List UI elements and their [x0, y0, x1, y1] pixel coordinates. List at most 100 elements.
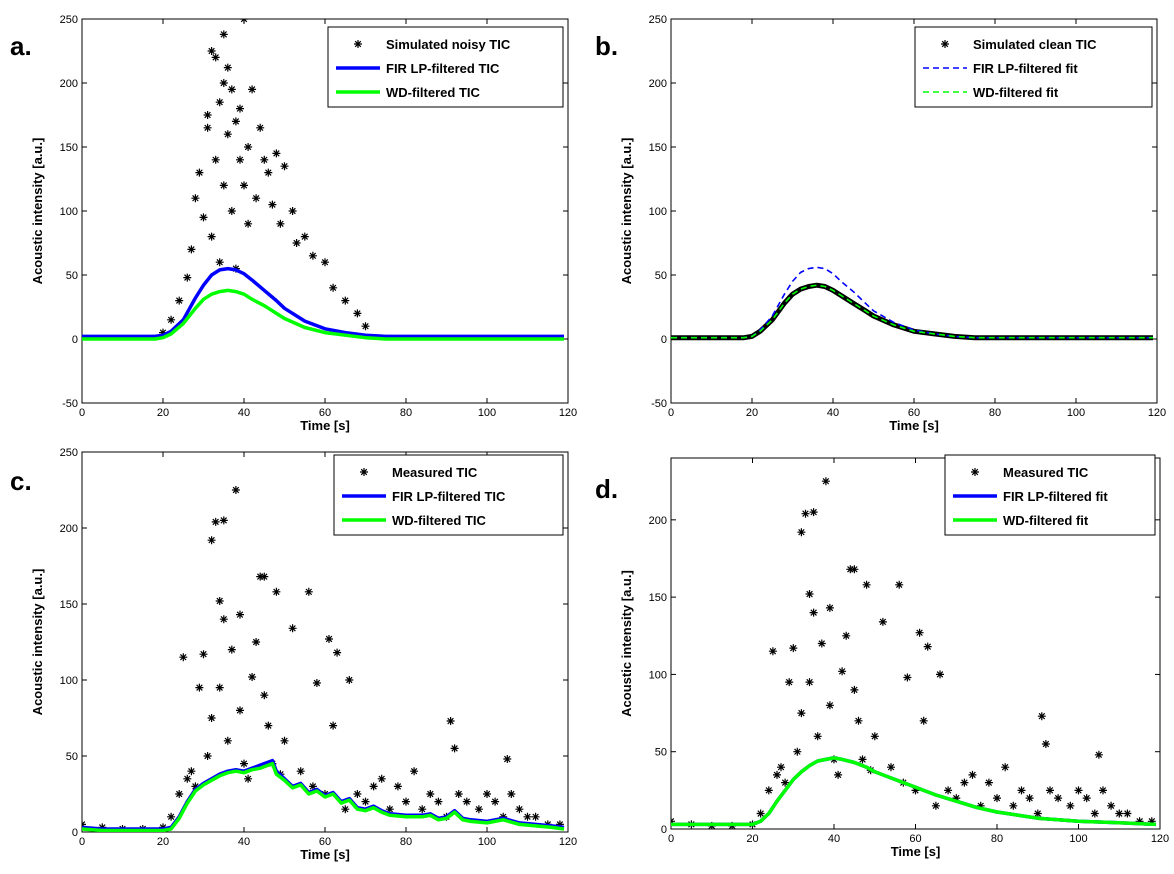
data-point [203, 111, 212, 119]
data-point [159, 328, 167, 337]
y-tick-label: 250 [649, 14, 667, 26]
data-point [215, 258, 224, 267]
data-point [523, 812, 532, 821]
data-point [462, 797, 471, 806]
data-point [199, 650, 208, 659]
legend-marker [971, 468, 979, 476]
data-point [1107, 801, 1116, 810]
x-tick-label: 0 [79, 407, 85, 419]
y-tick-label: -50 [62, 398, 78, 410]
x-tick-label: 20 [157, 836, 169, 848]
data-point [268, 200, 277, 209]
data-point [240, 181, 248, 190]
data-layer [671, 266, 1153, 341]
x-tick-label: 0 [79, 836, 85, 848]
data-point [215, 98, 224, 107]
data-point [976, 801, 985, 810]
data-point [919, 716, 928, 725]
data-point [385, 805, 394, 814]
y-tick-label: 200 [649, 515, 667, 527]
data-point [1147, 817, 1156, 826]
data-point [846, 565, 855, 574]
data-point [211, 155, 220, 164]
data-point [292, 239, 301, 247]
data-point [450, 744, 459, 753]
data-point [503, 755, 512, 763]
series-line [82, 761, 565, 832]
data-point [1041, 740, 1050, 748]
data-point [768, 647, 777, 656]
legend-label: WD-filtered TIC [392, 513, 486, 528]
x-tick-label: 20 [746, 407, 758, 419]
data-point [454, 790, 463, 798]
legend-label: WD-filtered fit [973, 85, 1059, 100]
data-point [187, 767, 196, 776]
data-point [191, 782, 200, 791]
data-point [211, 53, 220, 62]
x-tick-label: 40 [238, 836, 250, 848]
data-point [801, 509, 810, 518]
y-tick-label: 50 [66, 270, 78, 282]
series-line [671, 284, 1153, 339]
data-point [345, 676, 354, 684]
data-point [280, 736, 289, 745]
x-tick-label: 40 [828, 833, 840, 845]
y-tick-label: 150 [649, 592, 667, 604]
data-point [215, 683, 224, 692]
x-tick-label: 120 [1148, 407, 1166, 419]
data-point [434, 797, 443, 806]
data-point [555, 820, 564, 829]
data-point [219, 30, 228, 39]
data-point [236, 706, 244, 715]
x-tick-label: 80 [989, 407, 1001, 419]
panel-label: b. [595, 31, 618, 61]
y-tick-label: 100 [60, 675, 78, 687]
data-point [1054, 794, 1063, 803]
legend-label: FIR LP-filtered TIC [392, 489, 506, 504]
legend-label: WD-filtered fit [1003, 513, 1089, 528]
data-point [878, 617, 887, 626]
x-tick-label: 60 [908, 407, 920, 419]
data-point [887, 763, 895, 772]
data-point [491, 797, 500, 806]
panel-d: 0 20 40 60 80 100 120 0 50 100 150 200 Time [s] Acous… [595, 454, 1169, 859]
data-point [195, 168, 204, 177]
data-point [272, 149, 281, 158]
data-point [842, 631, 851, 640]
data-point [195, 683, 204, 692]
x-tick-label: 80 [991, 833, 1003, 845]
data-point [923, 642, 932, 651]
legend-label: FIR LP-filtered TIC [386, 61, 500, 76]
data-point [1115, 809, 1124, 818]
data-point [1094, 750, 1103, 759]
x-axis-label: Time [s] [300, 418, 350, 433]
data-point [1090, 809, 1099, 818]
y-tick-label: 0 [72, 827, 78, 839]
data-point [944, 786, 953, 795]
data-point [207, 232, 216, 241]
data-point [223, 736, 232, 745]
data-point [984, 778, 993, 787]
data-point [341, 805, 350, 814]
data-point [817, 639, 826, 648]
data-point [256, 123, 265, 132]
y-axis-label: Acoustic intensity [a.u.] [30, 138, 45, 285]
data-point [341, 296, 350, 305]
data-point [809, 608, 818, 617]
data-point [183, 273, 192, 282]
data-point [968, 770, 977, 779]
x-tick-label: 100 [1069, 833, 1087, 845]
data-point [789, 644, 798, 653]
data-point [179, 653, 188, 662]
data-layer [82, 486, 565, 832]
data-point [312, 679, 321, 687]
data-point [1037, 712, 1046, 721]
data-point [825, 603, 834, 612]
data-point [227, 207, 236, 215]
data-point [895, 580, 904, 589]
data-point [260, 155, 269, 164]
legend: Simulated noisy TIC FIR LP-filtered TIC WD… [327, 26, 564, 108]
data-point [797, 709, 806, 718]
data-point [1082, 794, 1091, 803]
